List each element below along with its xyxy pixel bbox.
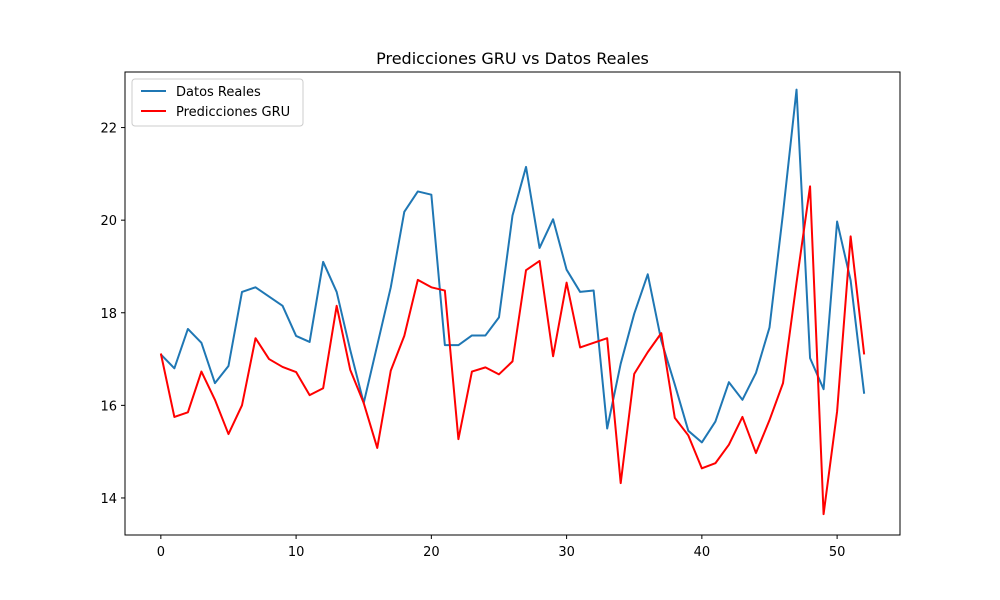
axes-frame [124, 71, 901, 536]
y-tick-label: 18 [100, 307, 117, 322]
x-tick-label: 0 [157, 545, 165, 560]
series-lines [159, 88, 866, 516]
legend-label-datos-reales: Datos Reales [176, 85, 261, 100]
series-line-datos-reales [160, 88, 866, 444]
x-tick-label: 10 [288, 545, 305, 560]
legend: Datos Reales Predicciones GRU [131, 78, 304, 127]
x-tick-label: 50 [829, 545, 846, 560]
chart-title: Predicciones GRU vs Datos Reales [376, 49, 649, 68]
x-tick-label: 30 [558, 545, 575, 560]
y-tick-label: 22 [100, 122, 117, 137]
legend-box [131, 78, 304, 127]
series-line-predicciones-gru [159, 185, 866, 516]
axis-ticks: 0 10 20 30 40 50 14 16 18 20 22 [100, 122, 845, 560]
x-tick-label: 20 [423, 545, 440, 560]
x-tick-label: 40 [694, 545, 711, 560]
y-tick-label: 16 [100, 399, 117, 414]
y-tick-label: 20 [100, 214, 117, 229]
y-tick-label: 14 [100, 492, 117, 507]
legend-label-predicciones-gru: Predicciones GRU [176, 105, 290, 120]
